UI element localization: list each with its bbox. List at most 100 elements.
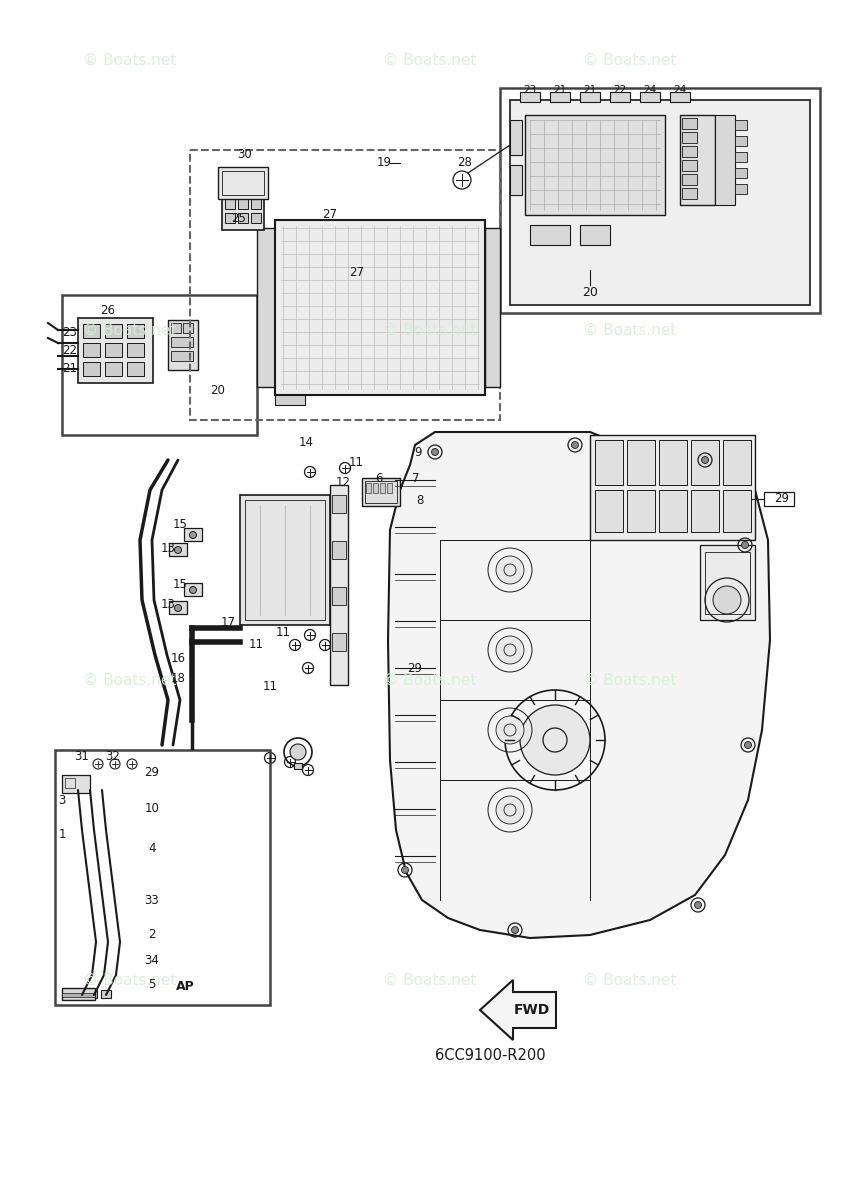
Text: 8: 8 — [416, 493, 424, 506]
Bar — [127, 324, 144, 338]
Bar — [510, 164, 522, 194]
Bar — [735, 184, 747, 194]
Text: 13: 13 — [160, 541, 176, 554]
Text: 26: 26 — [101, 304, 115, 317]
Bar — [87, 990, 97, 998]
Bar — [171, 323, 181, 332]
Circle shape — [520, 704, 590, 775]
Bar — [238, 214, 248, 223]
Text: 23: 23 — [63, 325, 77, 338]
Bar — [682, 118, 697, 128]
Text: 17: 17 — [220, 616, 236, 629]
Text: © Boats.net: © Boats.net — [383, 972, 477, 988]
Bar — [682, 132, 697, 143]
Bar — [332, 587, 346, 605]
Text: © Boats.net: © Boats.net — [83, 672, 176, 688]
Text: 27: 27 — [349, 265, 365, 278]
Circle shape — [572, 442, 578, 449]
Bar — [373, 482, 378, 493]
Text: 32: 32 — [105, 750, 120, 762]
Circle shape — [401, 866, 409, 874]
Text: © Boats.net: © Boats.net — [583, 323, 677, 337]
Bar — [169, 542, 187, 556]
Text: 4: 4 — [148, 841, 156, 854]
Bar — [218, 167, 268, 199]
Bar — [723, 440, 751, 485]
Text: © Boats.net: © Boats.net — [583, 53, 677, 67]
Bar — [691, 490, 719, 532]
Text: © Boats.net: © Boats.net — [383, 323, 477, 337]
Text: 11: 11 — [248, 638, 264, 652]
Bar — [169, 601, 187, 614]
Text: 21: 21 — [583, 85, 597, 95]
Text: 24: 24 — [644, 85, 656, 95]
Text: © Boats.net: © Boats.net — [383, 672, 477, 688]
Text: 33: 33 — [145, 894, 159, 906]
Bar — [627, 440, 655, 485]
Bar — [659, 490, 687, 532]
Circle shape — [432, 449, 438, 456]
Bar — [682, 160, 697, 170]
Bar — [510, 120, 522, 155]
Bar — [62, 994, 95, 997]
Circle shape — [496, 796, 524, 824]
Bar — [366, 482, 371, 493]
Text: 29: 29 — [144, 766, 159, 779]
Circle shape — [290, 744, 306, 760]
Circle shape — [745, 742, 751, 749]
Bar — [691, 440, 719, 485]
Text: 13: 13 — [160, 599, 176, 612]
Bar — [380, 482, 385, 493]
Bar — [105, 362, 122, 376]
Text: 5: 5 — [148, 978, 156, 991]
Bar — [171, 337, 193, 347]
Bar — [171, 350, 193, 361]
Text: FWD: FWD — [514, 1003, 550, 1018]
Bar — [78, 318, 153, 383]
Circle shape — [741, 541, 749, 548]
Bar — [240, 494, 330, 625]
Polygon shape — [62, 988, 95, 1000]
Text: 29: 29 — [408, 661, 422, 674]
Bar — [580, 226, 610, 245]
Bar — [83, 362, 100, 376]
Bar — [595, 440, 623, 485]
Bar — [330, 485, 348, 685]
Text: 11: 11 — [263, 679, 277, 692]
Bar — [500, 88, 820, 313]
Text: © Boats.net: © Boats.net — [583, 972, 677, 988]
Bar — [65, 778, 75, 788]
Bar — [764, 492, 794, 506]
Bar — [485, 228, 500, 386]
Bar — [225, 214, 235, 223]
Text: 1: 1 — [59, 828, 66, 841]
Bar — [127, 343, 144, 358]
Bar — [670, 92, 690, 102]
Bar — [62, 295, 257, 434]
Bar — [245, 500, 325, 620]
Text: © Boats.net: © Boats.net — [83, 53, 176, 67]
Text: 23: 23 — [523, 85, 537, 95]
Bar — [610, 92, 630, 102]
Bar — [510, 100, 810, 305]
Circle shape — [496, 716, 524, 744]
Polygon shape — [388, 432, 770, 938]
Bar — [251, 199, 261, 209]
Bar — [294, 763, 302, 769]
Text: 2: 2 — [148, 929, 156, 942]
Bar — [332, 634, 346, 650]
Text: 21: 21 — [63, 361, 77, 374]
Text: 25: 25 — [232, 211, 247, 224]
Text: 21: 21 — [554, 85, 566, 95]
Text: © Boats.net: © Boats.net — [83, 972, 176, 988]
Bar — [257, 228, 275, 386]
Bar — [362, 478, 400, 506]
Bar — [705, 552, 750, 614]
Bar — [682, 174, 697, 185]
Text: 7: 7 — [412, 472, 420, 485]
Bar — [735, 120, 747, 130]
Bar — [640, 92, 660, 102]
Text: 14: 14 — [298, 437, 314, 450]
Bar — [168, 320, 198, 370]
Bar — [83, 324, 100, 338]
